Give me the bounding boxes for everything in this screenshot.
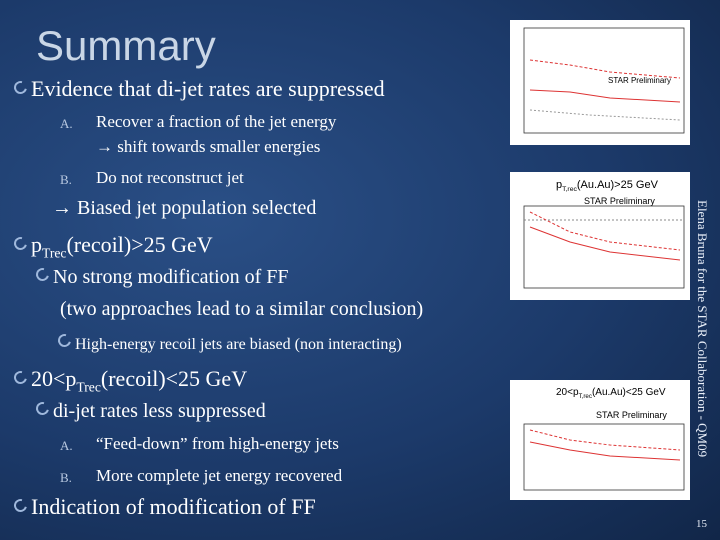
sub-sub-bullet: High-energy recoil jets are biased (non …	[58, 334, 402, 354]
sub-bullet: No strong modification of FF	[36, 266, 289, 289]
text-part: (recoil)>25 GeV	[66, 232, 213, 257]
item-marker: A.	[60, 116, 73, 131]
item-text: → shift towards smaller energies	[96, 137, 321, 156]
figure-label: STAR Preliminary	[584, 196, 655, 206]
figure-plot	[523, 205, 685, 289]
bullet: Indication of modification of FF	[14, 494, 316, 520]
subscript: Trec	[42, 245, 67, 261]
item-marker: A.	[60, 438, 73, 453]
subscript: T,rec	[562, 186, 577, 194]
item-text: “Feed-down” from high-energy jets	[96, 434, 339, 453]
item-text: Recover a fraction of the jet energy	[96, 112, 337, 131]
curve	[529, 59, 681, 79]
plot-frame	[523, 27, 685, 134]
sub-bullet: di-jet rates less suppressed	[36, 400, 266, 423]
text-part: p	[31, 232, 42, 257]
figure-label: STAR Preliminary	[608, 76, 671, 85]
curve	[529, 89, 681, 103]
figure: pT,rec(Au.Au)>25 GeV STAR Preliminary	[510, 172, 690, 300]
text-part: 20<p	[31, 366, 77, 391]
curve	[529, 429, 681, 451]
figure-label: 20<pT,rec(Au.Au)<25 GeV	[556, 387, 666, 400]
text-part: (Au.Au)>25 GeV	[576, 179, 658, 191]
text-part: (Au.Au)<25 GeV	[591, 387, 666, 398]
curve	[529, 109, 681, 121]
page-number: 15	[696, 518, 707, 530]
plot-frame	[523, 205, 685, 289]
text-part: p	[556, 179, 563, 191]
bullet: 20<pTrec(recoil)<25 GeV	[14, 366, 247, 395]
figure-plot	[523, 27, 685, 134]
subscript: Trec	[76, 379, 101, 395]
curve	[529, 441, 681, 461]
conclusion: → Biased jet population selected	[52, 197, 317, 219]
sub-bullet-text: (two approaches lead to a similar conclu…	[60, 298, 424, 320]
text-part: 20<p	[556, 387, 579, 398]
item-marker: B.	[60, 172, 72, 187]
figure-label: pT,rec(Au.Au)>25 GeV	[556, 179, 658, 193]
subscript: T,rec	[578, 393, 592, 400]
item-marker: B.	[60, 470, 72, 485]
plot-frame	[523, 423, 685, 491]
text-part: (recoil)<25 GeV	[100, 366, 248, 391]
bullet: pTrec(recoil)>25 GeV	[14, 232, 213, 261]
figure-plot	[523, 423, 685, 491]
figure-label: STAR Preliminary	[596, 410, 667, 420]
figure: STAR Preliminary	[510, 20, 690, 145]
item-text: More complete jet energy recovered	[96, 466, 343, 485]
curve	[529, 226, 681, 261]
curve	[529, 211, 681, 251]
figure: 20<pT,rec(Au.Au)<25 GeV STAR Preliminary	[510, 380, 690, 500]
author-footer: Elena Bruna for the STAR Collaboration -…	[695, 200, 710, 458]
slide-title: Summary	[36, 22, 216, 69]
item-text: Do not reconstruct jet	[96, 168, 244, 187]
bullet: Evidence that di-jet rates are suppresse…	[14, 76, 385, 102]
